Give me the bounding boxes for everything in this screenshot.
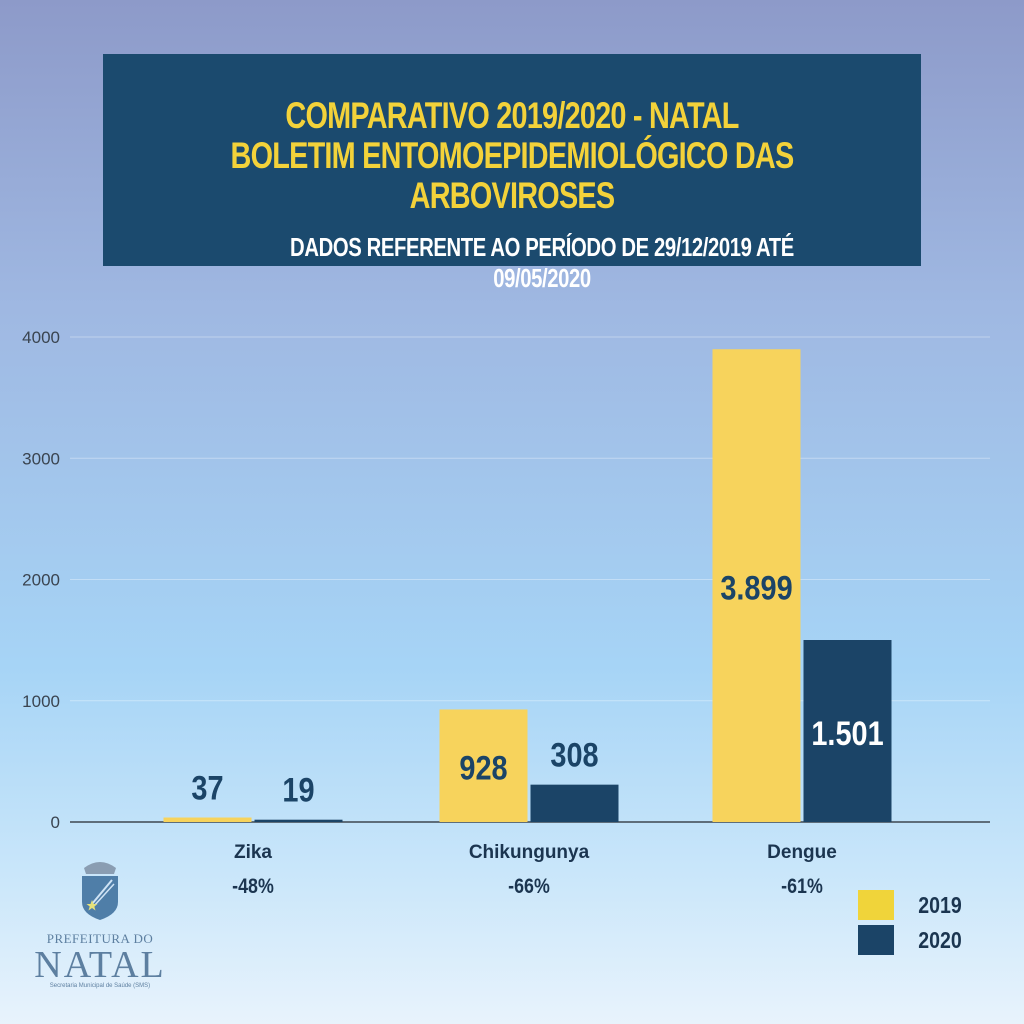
y-tick-label: 2000	[22, 571, 60, 590]
legend-swatch-2020	[858, 925, 894, 955]
coat-of-arms-icon	[82, 862, 118, 920]
data-label: 1.501	[811, 714, 883, 753]
data-label: 308	[550, 735, 598, 774]
x-category-label: Chikungunya	[469, 842, 590, 863]
chart-subtitle: DADOS REFERENTE AO PERÍODO DE 29/12/2019…	[290, 232, 794, 293]
legend-label: 2019	[918, 893, 962, 919]
title-banner: COMPARATIVO 2019/2020 - NATAL BOLETIM EN…	[103, 54, 921, 293]
bar-2020-dengue	[803, 640, 892, 822]
prefeitura-natal-logo: PREFEITURA DO NATAL Secretaria Municipal…	[30, 858, 170, 989]
bar-2019-zika	[163, 817, 252, 822]
legend-swatch-2019	[858, 890, 894, 920]
x-category-label: Zika	[234, 842, 272, 863]
category-change-label: -48%	[232, 875, 274, 899]
x-category-label: Dengue	[767, 842, 837, 863]
chart-title: COMPARATIVO 2019/2020 - NATAL	[285, 95, 739, 136]
bar-2020-zika	[254, 819, 343, 822]
data-label: 3.899	[720, 568, 792, 607]
category-change-label: -66%	[508, 875, 550, 899]
y-tick-label: 4000	[22, 328, 60, 347]
chart-title-line2: BOLETIM ENTOMOEPIDEMIOLÓGICO DAS ARBOVIR…	[230, 135, 795, 216]
bar-2019-dengue	[712, 349, 801, 822]
data-label: 19	[282, 770, 314, 809]
legend-label: 2020	[918, 928, 961, 954]
data-label: 928	[459, 748, 507, 787]
y-tick-label: 1000	[22, 692, 60, 711]
y-tick-label: 0	[51, 813, 60, 832]
bar-2020-chikungunya	[530, 784, 619, 822]
data-label: 37	[191, 768, 223, 807]
category-change-label: -61%	[781, 875, 823, 899]
bar-2019-chikungunya	[439, 709, 528, 822]
y-tick-label: 3000	[22, 449, 60, 468]
